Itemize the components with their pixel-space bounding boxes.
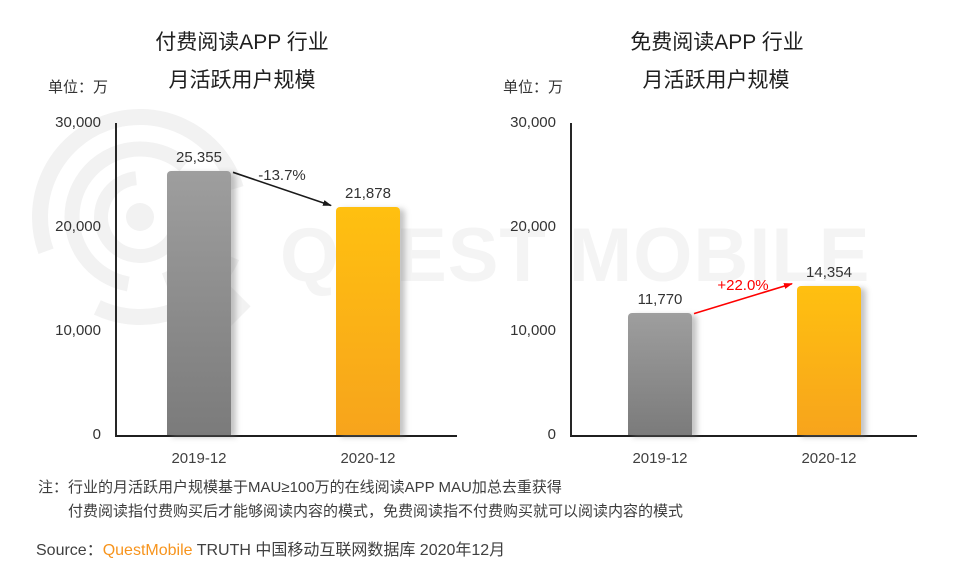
- source-line: Source：QuestMobile TRUTH 中国移动互联网数据库 2020…: [36, 536, 505, 560]
- bar-value-label: 11,770: [637, 290, 683, 308]
- y-tick-label: 0: [547, 426, 556, 443]
- bar-2020-12: [336, 207, 400, 435]
- bar-2020-12: [797, 285, 861, 435]
- y-tick-label: 30,000: [55, 114, 101, 131]
- y-tick-label: 10,000: [510, 322, 556, 339]
- y-tick-label: 30,000: [510, 114, 556, 131]
- bar-value-label: 25,355: [176, 149, 222, 167]
- x-category-label: 2020-12: [340, 450, 396, 467]
- change-label: +22.0%: [717, 276, 769, 294]
- footnote-line2: 付费阅读指付费购买后才能够阅读内容的模式，免费阅读指不付费购买就可以阅读内容的模…: [68, 503, 684, 520]
- y-tick-label: 0: [92, 426, 101, 443]
- bar-2019-12: [167, 171, 231, 435]
- y-tick-label: 10,000: [55, 322, 101, 339]
- bar-2019-12: [628, 312, 692, 435]
- footnote-line1: 注：行业的月活跃用户规模基于MAU≥100万的在线阅读APP MAU加总去重获得: [38, 479, 562, 496]
- bar-value-label: 14,354: [806, 263, 852, 281]
- bar-value-label: 21,878: [345, 185, 391, 203]
- source-suffix: TRUTH 中国移动互联网数据库 2020年12月: [192, 542, 506, 559]
- y-tick-label: 20,000: [55, 218, 101, 235]
- free-chart-unit-label: 单位：万: [503, 79, 564, 96]
- x-category-label: 2019-12: [171, 450, 227, 467]
- free-chart-plot-area: [570, 123, 917, 437]
- x-category-label: 2020-12: [801, 450, 857, 467]
- source-brand: QuestMobile: [102, 542, 193, 559]
- footnote: 注：行业的月活跃用户规模基于MAU≥100万的在线阅读APP MAU加总去重获得…: [38, 476, 683, 524]
- free-chart-title-line2: 月活跃用户规模: [642, 69, 790, 92]
- paid-chart-plot-area: [115, 123, 457, 437]
- y-tick-label: 20,000: [510, 218, 556, 235]
- change-label: -13.7%: [258, 166, 306, 184]
- paid-chart-unit-label: 单位：万: [48, 79, 109, 96]
- free-chart-title-line1: 免费阅读APP 行业: [630, 31, 804, 54]
- source-prefix: Source：: [36, 542, 103, 559]
- x-category-label: 2019-12: [632, 450, 688, 467]
- paid-chart-title-line1: 付费阅读APP 行业: [155, 31, 329, 54]
- paid-chart-title-line2: 月活跃用户规模: [168, 69, 316, 92]
